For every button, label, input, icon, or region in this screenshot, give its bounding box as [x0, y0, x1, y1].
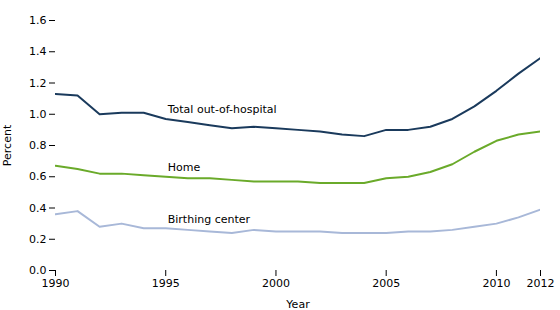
svg-text:1.4: 1.4 [29, 45, 47, 58]
svg-text:2010: 2010 [482, 277, 510, 290]
svg-text:Home: Home [168, 161, 201, 174]
svg-text:0.8: 0.8 [29, 139, 47, 152]
svg-text:0.0: 0.0 [29, 264, 47, 277]
svg-text:Year: Year [285, 298, 310, 310]
svg-text:2005: 2005 [372, 277, 400, 290]
svg-text:0.6: 0.6 [29, 170, 47, 183]
svg-text:Percent: Percent [1, 124, 14, 166]
svg-text:1990: 1990 [42, 277, 70, 290]
svg-text:1995: 1995 [152, 277, 180, 290]
svg-text:1.0: 1.0 [29, 108, 47, 121]
svg-text:1.2: 1.2 [29, 77, 47, 90]
svg-text:0.2: 0.2 [29, 233, 47, 246]
svg-text:2012: 2012 [527, 277, 555, 290]
svg-text:Total out-of-hospital: Total out-of-hospital [167, 103, 277, 116]
svg-text:1.6: 1.6 [29, 14, 47, 27]
svg-text:0.4: 0.4 [29, 202, 47, 215]
svg-text:2000: 2000 [262, 277, 290, 290]
svg-text:Birthing center: Birthing center [168, 213, 251, 226]
